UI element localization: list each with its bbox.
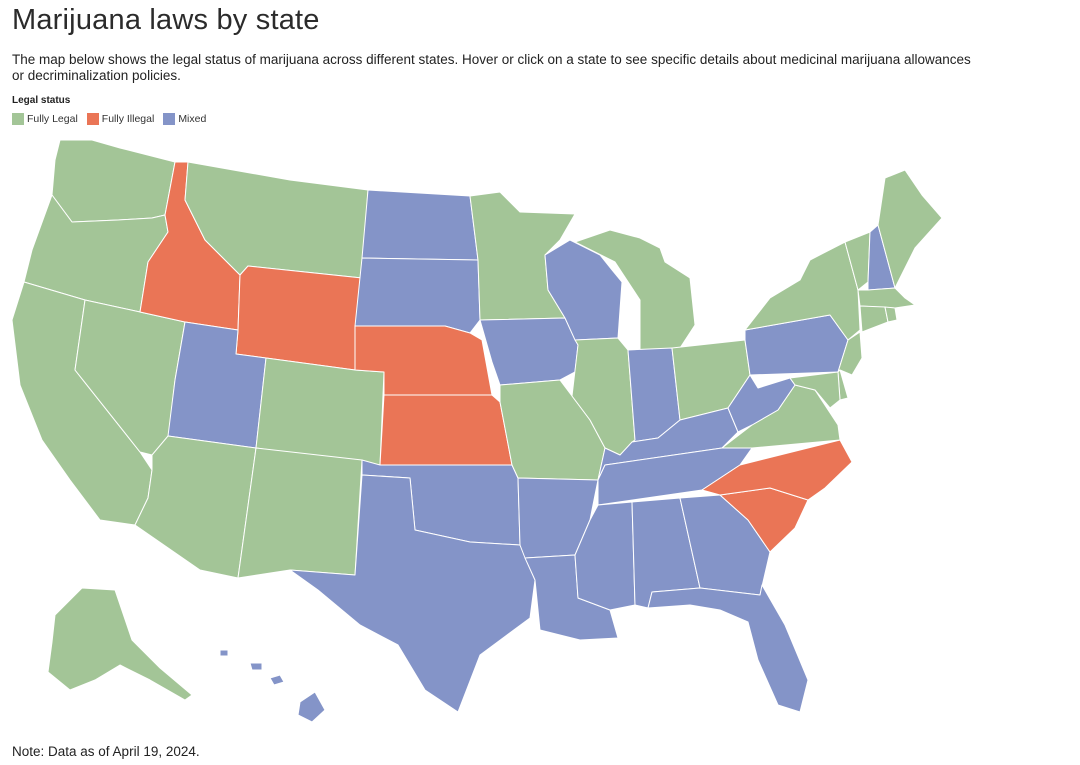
- legend-label-fully-illegal: Fully Illegal: [101, 113, 155, 125]
- state-FL[interactable]: [647, 584, 809, 713]
- state-WY[interactable]: [235, 265, 363, 371]
- state-ND[interactable]: [361, 189, 479, 261]
- legend-swatch-fully-illegal: [86, 113, 99, 125]
- legend-item-mixed: Mixed: [163, 113, 206, 125]
- data-note: Note: Data as of April 19, 2024.: [12, 744, 200, 759]
- state-SD[interactable]: [354, 257, 481, 334]
- state-MS[interactable]: [574, 501, 636, 611]
- state-NC[interactable]: [701, 439, 853, 501]
- legend-label-fully-legal: Fully Legal: [27, 113, 78, 125]
- state-TX[interactable]: [289, 474, 536, 713]
- legend: Fully Legal Fully Illegal Mixed: [12, 113, 206, 125]
- state-CO[interactable]: [255, 357, 385, 466]
- state-CT[interactable]: [859, 305, 889, 333]
- state-WA[interactable]: [51, 139, 176, 223]
- us-map-svg: [11, 139, 943, 723]
- state-AK[interactable]: [47, 587, 193, 701]
- legend-label-mixed: Mixed: [178, 113, 207, 125]
- us-map: [0, 130, 1080, 740]
- page-title: Marijuana laws by state: [12, 4, 320, 36]
- state-NM[interactable]: [237, 447, 363, 579]
- state-MI[interactable]: [574, 229, 696, 351]
- legend-swatch-fully-legal: [12, 113, 24, 125]
- legend-item-fully-illegal: Fully Illegal: [86, 113, 155, 125]
- state-HI[interactable]: [219, 649, 326, 723]
- state-MA[interactable]: [857, 287, 916, 309]
- legend-swatch-mixed: [163, 113, 176, 125]
- legend-title: Legal status: [12, 95, 71, 106]
- page-subtitle: The map below shows the legal status of …: [12, 52, 971, 83]
- state-KS[interactable]: [379, 394, 513, 466]
- state-MD[interactable]: [789, 371, 841, 409]
- state-ME[interactable]: [877, 169, 943, 289]
- legend-item-fully-legal: Fully Legal: [12, 113, 78, 125]
- state-IA[interactable]: [479, 317, 579, 386]
- state-RI[interactable]: [884, 306, 898, 323]
- state-AZ[interactable]: [134, 435, 257, 579]
